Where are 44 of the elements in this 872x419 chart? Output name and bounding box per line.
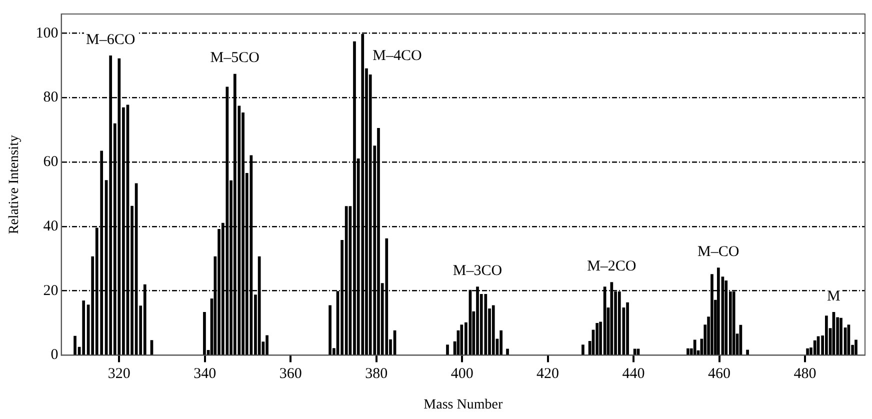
- bar: [446, 344, 449, 355]
- annotation: M–4CO: [372, 48, 422, 64]
- annotation: M–2CO: [587, 258, 636, 274]
- bar: [693, 340, 696, 355]
- bar: [74, 336, 76, 355]
- y-tick-label: 100: [36, 25, 58, 42]
- annotation: M–6CO: [86, 32, 136, 48]
- x-tick-label: 440: [622, 366, 645, 382]
- y-tick-label: 60: [43, 154, 58, 170]
- bar: [840, 318, 842, 355]
- bar: [82, 300, 86, 355]
- bar: [582, 344, 584, 355]
- bar: [824, 316, 828, 355]
- x-tick-label: 420: [536, 366, 560, 382]
- bar: [686, 348, 690, 355]
- bar: [813, 340, 816, 355]
- x-tick-label: 380: [365, 366, 388, 382]
- annotation: M: [827, 288, 840, 304]
- x-tick-label: 320: [108, 366, 130, 382]
- x-tick-label: 480: [794, 366, 816, 382]
- x-axis-title: Mass Number: [424, 397, 503, 412]
- bar: [492, 305, 495, 355]
- bar: [484, 294, 488, 355]
- bar: [500, 330, 503, 355]
- bar: [328, 305, 332, 355]
- bar: [746, 350, 749, 355]
- bar: [266, 335, 268, 355]
- annotation: M–3CO: [452, 262, 502, 279]
- bar: [626, 302, 629, 355]
- x-tick-label: 340: [194, 366, 216, 382]
- bar: [854, 340, 858, 355]
- bar: [596, 323, 599, 355]
- bar: [506, 348, 509, 355]
- y-axis-title: Relative Intensity: [7, 135, 22, 234]
- y-tick-label: 40: [43, 218, 58, 234]
- y-tick-label: 0: [50, 347, 58, 364]
- x-tick-label: 460: [708, 366, 731, 382]
- x-tick-label: 360: [279, 366, 302, 382]
- y-tick-label: 80: [43, 90, 58, 106]
- annotation: M–5CO: [210, 50, 260, 66]
- x-tick-label: 400: [450, 366, 474, 382]
- bar: [806, 348, 809, 355]
- y-tick-label: 20: [43, 282, 58, 299]
- annotation: M–CO: [698, 244, 740, 260]
